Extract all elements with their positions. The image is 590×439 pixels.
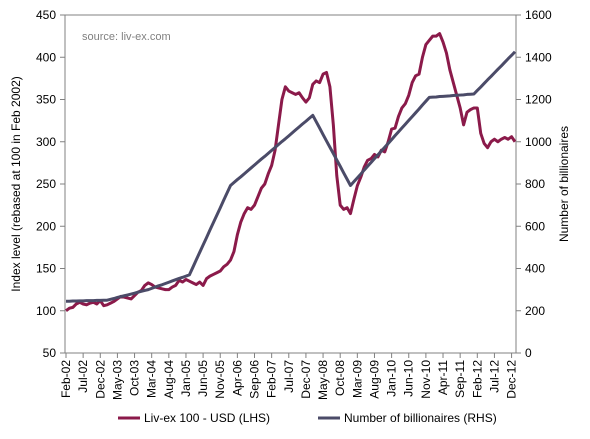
y-tick-label: 150 [36, 262, 56, 276]
y-tick-label: 400 [36, 50, 56, 64]
y-tick-label: 450 [36, 8, 56, 22]
x-tick-label: Feb-07 [265, 360, 279, 398]
x-tick-label: Jul-12 [487, 360, 501, 393]
x-tick-label: Apr-11 [436, 360, 450, 395]
x-tick-label: Jun-05 [196, 360, 210, 397]
y2-axis-label: Number of billionaires [557, 126, 571, 242]
y2-tick-label: 400 [525, 262, 545, 276]
y2-tick-label: 1000 [525, 135, 552, 149]
y2-tick-label: 600 [525, 219, 545, 233]
x-tick-label: Feb-02 [59, 360, 73, 398]
y-tick-label: 250 [36, 177, 56, 191]
legend-label: Number of billionaires (RHS) [344, 411, 497, 425]
x-tick-label: Jul-02 [76, 360, 90, 393]
x-tick-label: May-03 [110, 360, 124, 400]
source-annotation: source: liv-ex.com [82, 31, 171, 43]
x-tick-label: Dec-07 [299, 360, 313, 399]
y-axis-label: Index level (rebased at 100 in Feb 2002) [9, 76, 23, 291]
x-tick-label: Sep-11 [453, 360, 467, 398]
y2-tick-label: 1200 [525, 93, 552, 107]
x-tick-label: Aug-09 [367, 360, 381, 399]
x-tick-label: Nov-10 [419, 360, 433, 399]
x-tick-label: Apr-06 [230, 360, 244, 396]
x-tick-label: Dec-12 [505, 360, 519, 399]
y-tick-label: 350 [36, 93, 56, 107]
x-tick-label: Nov-05 [213, 360, 227, 399]
x-tick-label: Mar-09 [350, 360, 364, 398]
y2-tick-label: 200 [525, 304, 545, 318]
x-tick-label: Sep-06 [248, 360, 262, 399]
x-tick-label: Dec-02 [93, 360, 107, 399]
x-tick-label: Feb-12 [470, 360, 484, 398]
x-tick-label: Jun-10 [402, 360, 416, 397]
x-tick-label: May-08 [316, 360, 330, 400]
x-tick-label: Aug-04 [162, 360, 176, 399]
x-tick-label: Jan-10 [385, 360, 399, 397]
y-tick-label: 50 [43, 346, 57, 360]
x-tick-label: Oct-08 [333, 360, 347, 396]
y-tick-label: 300 [36, 135, 56, 149]
y2-tick-label: 0 [525, 346, 532, 360]
x-tick-label: Jul-07 [282, 360, 296, 393]
y2-tick-label: 1600 [525, 8, 552, 22]
y-tick-label: 100 [36, 304, 56, 318]
y2-tick-label: 800 [525, 177, 545, 191]
series-line [66, 50, 517, 303]
legend-label: Liv-ex 100 - USD (LHS) [144, 411, 270, 425]
y-tick-label: 200 [36, 219, 56, 233]
y2-tick-label: 1400 [525, 50, 552, 64]
x-tick-label: Jan-05 [179, 360, 193, 397]
x-tick-label: Oct-03 [128, 360, 142, 396]
x-tick-label: Mar-04 [145, 360, 159, 398]
series-line [65, 32, 517, 312]
